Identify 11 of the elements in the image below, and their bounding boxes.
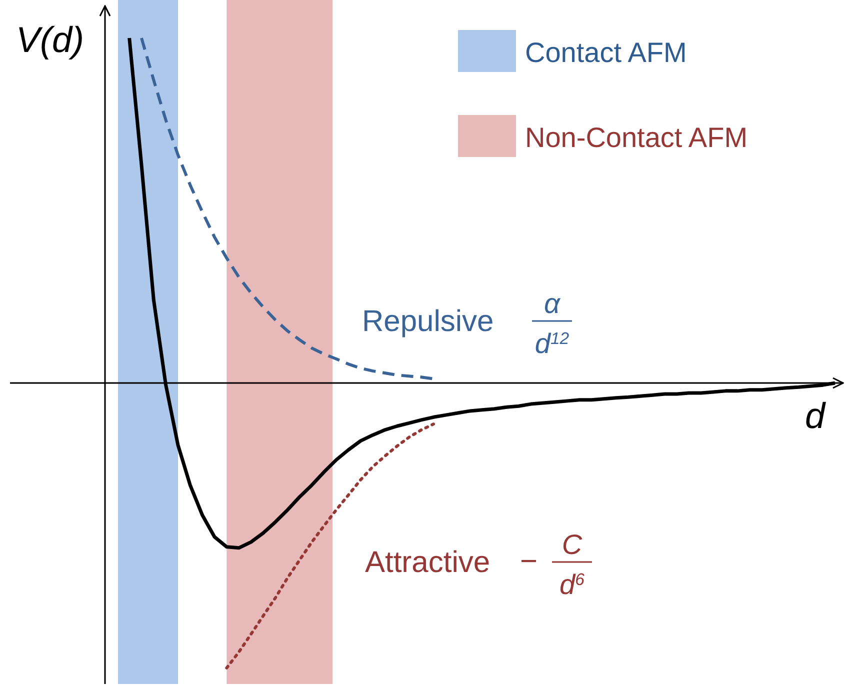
legend-label: Attractive [365,546,490,579]
x-axis-title: d [804,395,826,436]
legend-label: Repulsive [362,305,494,338]
annotation: Non-Contact AFM [525,122,748,153]
annotation: α [544,288,562,319]
annotation: d$^{12}$ [534,328,570,359]
y-axis-title: V(d) [16,19,84,60]
annotation: d$^{6}$ [560,569,586,600]
annotation: − [520,545,538,578]
annotation: Contact AFM [525,37,687,68]
annotation: C [562,529,583,560]
